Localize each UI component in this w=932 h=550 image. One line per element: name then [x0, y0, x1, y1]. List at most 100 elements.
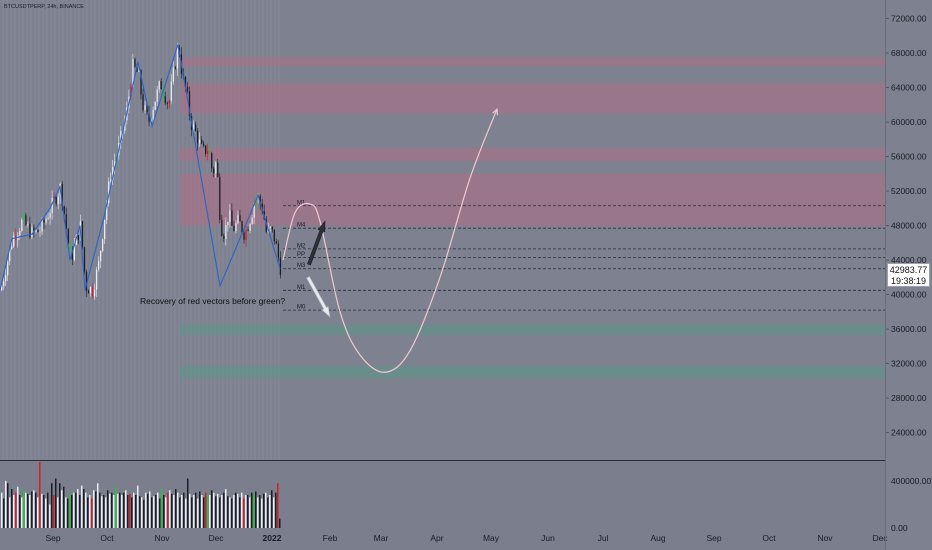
bg-stripe: [194, 0, 196, 460]
candle-body: [97, 261, 100, 270]
volume-bar: [195, 492, 197, 528]
volume-bar: [1, 492, 3, 528]
annotation-note: Recovery of red vectors before green?: [140, 296, 285, 306]
bg-stripe: [66, 0, 68, 460]
level-label: M3: [297, 263, 306, 269]
volume-bar: [167, 492, 169, 528]
candle-body: [29, 223, 31, 238]
y-tick-label: 32000.00: [891, 359, 927, 369]
candle-body: [134, 58, 136, 67]
volume-bar: [215, 496, 217, 528]
bg-stripe: [54, 0, 56, 460]
volume-bar: [273, 497, 275, 528]
volume-bar: [227, 496, 229, 528]
volume-bar: [49, 504, 51, 528]
candle-body: [73, 244, 76, 260]
candle-body: [207, 151, 209, 155]
bg-stripe: [110, 0, 112, 460]
candle-body: [217, 162, 219, 177]
volume-bar: [91, 498, 93, 528]
bg-stripe: [166, 0, 168, 460]
candle-body: [35, 230, 37, 232]
volume-bar: [239, 497, 241, 528]
bg-stripe: [70, 0, 72, 460]
volume-bar: [67, 498, 69, 528]
demand-zone: [180, 324, 885, 336]
candle-body: [215, 162, 217, 174]
bg-stripe: [246, 0, 248, 460]
candle-body: [192, 124, 195, 130]
volume-bar: [101, 496, 103, 528]
volume-bar: [255, 491, 257, 528]
bg-stripe: [150, 0, 152, 460]
volume-bar: [259, 495, 261, 528]
volume-bar: [267, 497, 269, 528]
bg-stripe: [162, 0, 164, 460]
bg-stripe: [218, 0, 220, 460]
volume-bar: [219, 497, 221, 528]
bg-stripe: [214, 0, 216, 460]
candle-body: [152, 109, 154, 120]
candle-body: [108, 181, 110, 204]
candle-body: [211, 153, 213, 169]
candle-body: [95, 269, 98, 290]
candle-body: [47, 217, 49, 219]
volume-bar: [169, 490, 171, 528]
volume-bar: [229, 497, 231, 528]
volume-bar: [247, 495, 249, 528]
bg-stripe: [2, 0, 4, 460]
candle-body: [231, 210, 233, 226]
bg-stripe: [146, 0, 148, 460]
volume-bar: [207, 493, 209, 528]
volume-bar: [159, 498, 161, 528]
candle-body: [255, 197, 257, 206]
candle-body: [261, 203, 263, 212]
forecast-arrow-down: [306, 276, 331, 318]
volume-bar: [241, 492, 243, 528]
volume-bar: [139, 496, 141, 528]
volume-bar: [37, 497, 39, 528]
volume-bar: [5, 480, 7, 528]
volume-bar: [11, 489, 13, 528]
volume-bar: [47, 492, 49, 528]
volume-bar: [193, 495, 195, 528]
candle-body: [243, 232, 245, 240]
bg-stripe: [270, 0, 272, 460]
volume-bar: [3, 498, 5, 528]
bg-stripe: [238, 0, 240, 460]
bg-stripe: [42, 0, 44, 460]
volume-bar: [147, 493, 149, 528]
candle-body: [269, 226, 271, 229]
candle-body: [174, 67, 177, 69]
candle-body: [156, 89, 158, 102]
bg-stripe: [18, 0, 20, 460]
volume-bar: [77, 489, 79, 528]
pane-separator[interactable]: [0, 460, 885, 461]
candle-body: [124, 120, 126, 131]
volume-bar: [57, 497, 59, 528]
supply-zone: [180, 147, 885, 161]
level-label: M4: [297, 223, 306, 229]
volume-bar: [199, 491, 201, 528]
bg-stripe: [210, 0, 212, 460]
volume-bar: [187, 478, 189, 528]
candle-body: [89, 287, 92, 294]
x-tick-label: Nov: [154, 533, 170, 543]
candle-body: [200, 139, 203, 144]
candle-body: [279, 257, 282, 276]
bg-stripe: [278, 0, 280, 460]
bg-stripe: [230, 0, 232, 460]
bg-stripe: [170, 0, 172, 460]
y-tick-label: 36000.00: [891, 324, 927, 334]
candle-body: [251, 217, 253, 225]
bar-countdown: 19:38:19: [890, 276, 927, 286]
x-tick-label: Nov: [817, 533, 833, 543]
volume-zero-label: 0.00: [891, 523, 908, 533]
bg-stripe: [178, 0, 180, 460]
volume-bar: [27, 493, 29, 528]
candle-body: [233, 225, 235, 231]
bg-stripe: [118, 0, 120, 460]
volume-bar: [115, 487, 117, 528]
